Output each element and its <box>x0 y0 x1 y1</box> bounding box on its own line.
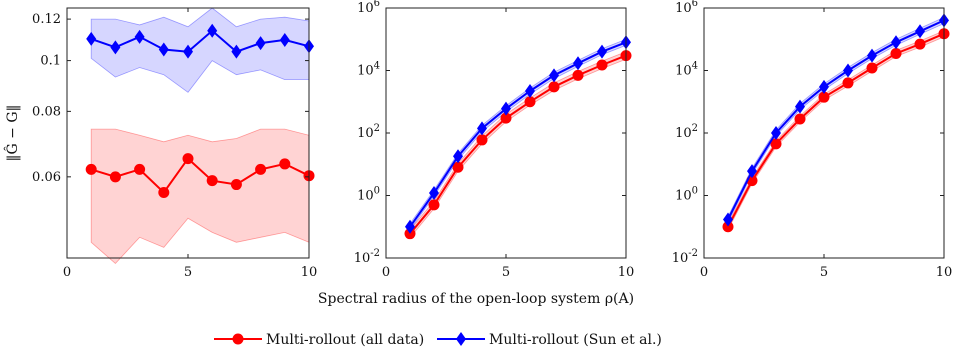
x-tick-label: 0 <box>382 265 390 280</box>
data-point <box>453 149 463 164</box>
data-point <box>866 62 878 74</box>
confidence-band <box>90 7 310 93</box>
data-point <box>572 69 584 81</box>
data-point <box>573 56 583 71</box>
data-point <box>525 84 535 99</box>
legend-label: Multi-rollout (Sun et al.) <box>489 332 662 348</box>
data-point <box>405 219 415 234</box>
data-point <box>819 79 829 94</box>
confidence-band <box>727 30 945 230</box>
data-point <box>183 44 193 59</box>
data-point <box>548 81 560 93</box>
x-tick-label: 10 <box>936 265 953 280</box>
data-point <box>231 44 242 59</box>
data-point <box>279 32 290 47</box>
y-tick-label: 102 <box>357 123 380 141</box>
legend-marker-diamond <box>456 332 466 346</box>
chart-panel-2: 0 5 10 10-2 100 102 104 106 <box>354 0 635 280</box>
data-point <box>86 31 97 46</box>
data-point <box>429 186 439 201</box>
data-point <box>207 23 218 38</box>
series-line <box>409 54 627 235</box>
data-point <box>722 221 734 233</box>
data-point <box>255 36 266 51</box>
x-tick-label: 0 <box>63 265 71 280</box>
data-point <box>524 96 536 108</box>
data-point <box>771 126 781 140</box>
data-point <box>255 163 267 175</box>
data-point <box>723 212 733 227</box>
data-point <box>747 164 757 179</box>
y-tick-label: 0.08 <box>32 104 61 119</box>
y-tick-label: 104 <box>675 61 698 79</box>
data-point <box>795 99 805 114</box>
y-tick-label: 102 <box>675 123 698 141</box>
data-point <box>476 134 488 146</box>
legend-label: Multi-rollout (all data) <box>266 332 424 348</box>
y-tick-label: 10-2 <box>672 248 698 266</box>
confidence-band <box>90 128 310 265</box>
y-axis-label: ‖Ĝ − G‖ <box>3 105 21 162</box>
x-tick-label: 5 <box>502 265 510 280</box>
data-point <box>770 138 782 150</box>
data-point <box>109 171 121 183</box>
legend-marker-circle <box>232 333 244 345</box>
chart-panel-1: 0 5 10 0.06 0.08 0.1 0.12 ‖Ĝ − G‖ <box>3 7 318 280</box>
data-point <box>452 161 464 173</box>
series-line <box>90 29 310 53</box>
data-point <box>230 179 242 191</box>
y-tick-label: 100 <box>357 186 380 204</box>
data-point <box>85 163 97 175</box>
series-line <box>409 41 627 228</box>
data-point <box>818 91 830 103</box>
chart-panel-3: 0 5 10 10-2 100 102 104 106 <box>672 0 953 280</box>
y-tick-label: 0.1 <box>40 54 61 69</box>
data-point <box>890 47 902 59</box>
confidence-band <box>409 51 627 239</box>
data-point <box>500 112 512 124</box>
shared-x-axis-label: Spectral radius of the open-loop system … <box>318 291 634 307</box>
x-tick-label: 5 <box>820 265 828 280</box>
y-tick-label: 10-2 <box>354 248 380 266</box>
data-point <box>843 63 853 78</box>
series-line <box>727 32 945 228</box>
data-point <box>794 113 806 125</box>
data-point <box>842 77 854 89</box>
y-tick-label: 0.06 <box>32 170 61 185</box>
data-point <box>501 101 511 116</box>
data-point <box>914 38 926 50</box>
data-point <box>596 59 608 71</box>
data-point <box>110 40 121 55</box>
series-line <box>90 157 310 195</box>
chart-panels: 0 5 100.060.080.10.12‖Ĝ − G‖0 5 1010-2100102… <box>3 0 952 280</box>
data-point <box>891 35 901 50</box>
y-tick-label: 104 <box>357 61 380 79</box>
data-point <box>915 24 925 39</box>
data-point <box>182 153 194 165</box>
data-point <box>867 48 877 63</box>
y-tick-label: 100 <box>675 186 698 204</box>
y-tick-label: 0.12 <box>32 12 61 27</box>
data-point <box>158 42 169 57</box>
x-tick-label: 0 <box>700 265 708 280</box>
data-point <box>428 199 440 211</box>
x-tick-label: 5 <box>184 265 192 280</box>
series-line <box>727 19 945 220</box>
y-tick-label: 106 <box>357 0 380 16</box>
legend: Multi-rollout (all data) Multi-rollout (S… <box>210 326 664 350</box>
data-point <box>597 44 607 59</box>
x-tick-label: 10 <box>618 265 635 280</box>
data-point <box>134 163 146 175</box>
data-point <box>134 29 145 44</box>
data-point <box>206 175 218 187</box>
y-tick-label: 106 <box>675 0 698 16</box>
x-tick-label: 10 <box>301 265 318 280</box>
data-point <box>158 187 170 199</box>
data-point <box>477 121 487 136</box>
data-point <box>279 158 291 170</box>
data-point <box>549 68 559 83</box>
